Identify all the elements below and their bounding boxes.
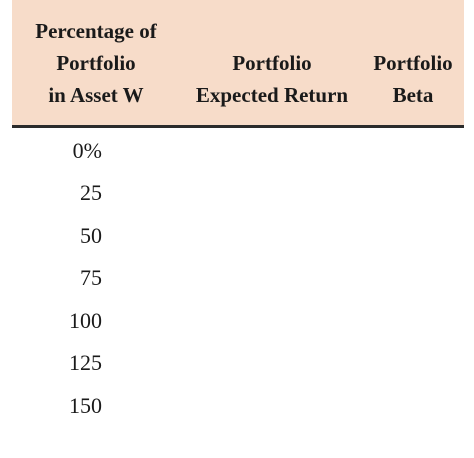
table-row: 100 xyxy=(12,306,172,336)
table-row: 75 xyxy=(12,263,172,293)
percentage-cell: 25 xyxy=(80,180,102,205)
table-row: 0% xyxy=(12,136,172,166)
header-line: Portfolio xyxy=(373,51,453,75)
header-percentage-asset-w: Percentage of Portfolio in Asset W xyxy=(16,15,176,111)
table-row: 25 xyxy=(12,178,172,208)
table-row: 150 xyxy=(12,391,172,421)
header-line: in Asset W xyxy=(48,83,144,107)
header-line: Portfolio xyxy=(232,51,312,75)
table-row: 125 xyxy=(12,348,172,378)
percentage-cell: 150 xyxy=(69,393,102,418)
header-line: Percentage of xyxy=(35,19,157,43)
header-line: Expected Return xyxy=(195,83,349,107)
percentage-cell: 50 xyxy=(80,223,102,248)
table-header: Percentage of Portfolio in Asset W Portf… xyxy=(12,0,464,128)
percentage-cell: 75 xyxy=(80,265,102,290)
table-row: 50 xyxy=(12,221,172,251)
header-line: Beta xyxy=(392,83,434,107)
header-line: Portfolio xyxy=(56,51,136,75)
percentage-cell: 125 xyxy=(69,350,102,375)
header-beta: Portfolio Beta xyxy=(362,47,464,111)
header-expected-return: Portfolio Expected Return xyxy=(182,47,362,111)
percentage-cell: 0% xyxy=(72,138,102,163)
percentage-cell: 100 xyxy=(69,308,102,333)
